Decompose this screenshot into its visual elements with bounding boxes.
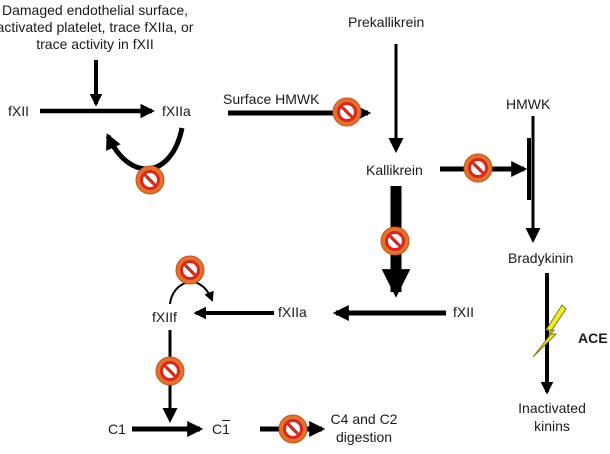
prekallikrein-label: Prekallikrein xyxy=(348,14,425,30)
c1-bar-digit: 1 xyxy=(222,421,230,437)
c1-bar-label: C1 xyxy=(212,421,230,437)
inhibitor-icon-fxiif-loop xyxy=(175,255,205,285)
ace-label: ACE xyxy=(578,330,608,346)
kallikrein-label: Kallikrein xyxy=(366,162,423,178)
inhibitor-icon-c1-digestion xyxy=(278,414,308,444)
trigger-text-line1: Damaged endothelial surface, xyxy=(1,2,189,18)
inhibitor-icon-autoactivation xyxy=(135,165,165,195)
fxiif-loop-arrow xyxy=(169,281,214,305)
inhibitor-icon-surface-hmwk xyxy=(332,97,362,127)
fxii-mid-label: fXII xyxy=(453,304,475,320)
trigger-text-line2: activated platelet, trace fXIIa, or xyxy=(0,19,194,35)
inhibitor-icon-kallikrein-fxii xyxy=(380,226,410,256)
fxiia-mid-label: fXIIa xyxy=(278,304,307,320)
fxiia-top-label: fXIIa xyxy=(162,103,191,119)
trigger-text-line3: trace activity in fXII xyxy=(36,36,154,52)
c4c2-line2: digestion xyxy=(335,429,393,445)
c1-bar-prefix: C xyxy=(212,421,223,437)
fxiif-label: fXIIf xyxy=(152,309,177,325)
c1-label: C1 xyxy=(108,421,126,437)
inactivated-kinins-line1: Inactivated xyxy=(518,400,586,416)
bradykinin-label: Bradykinin xyxy=(508,250,574,266)
c4c2-line1: C4 and C2 xyxy=(330,411,398,427)
surface-hmwk-label: Surface HMWK xyxy=(223,91,320,107)
autoactivation-loop-arrow xyxy=(105,127,185,172)
lightning-bolt-icon xyxy=(532,304,567,358)
hmwk-label: HMWK xyxy=(506,96,551,112)
inhibitor-icons xyxy=(135,97,493,444)
hmwk-cleavage-bar xyxy=(527,138,531,200)
inactivated-kinins-line2: kinins xyxy=(534,418,570,434)
fxii-top-label: fXII xyxy=(8,103,30,119)
inhibitor-icon-kallikrein-hmwk xyxy=(463,153,493,183)
inhibitor-icon-fxiif-c1 xyxy=(155,356,185,386)
